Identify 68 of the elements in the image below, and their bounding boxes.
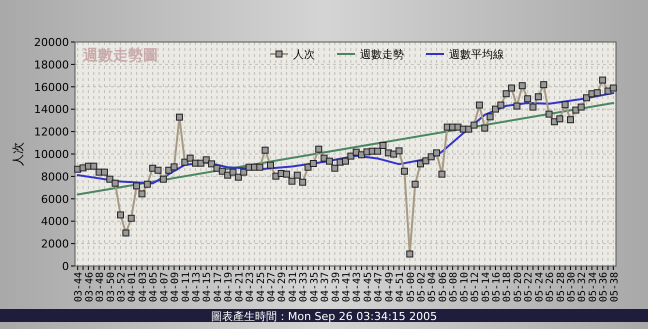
y-tick-label: 14000 [34, 103, 69, 116]
y-tick-label: 4000 [41, 215, 69, 228]
x-tick-label: 04-47 [374, 272, 385, 302]
x-tick-label: 04-23 [245, 272, 256, 302]
x-tick-label: 04-29 [277, 272, 288, 302]
chart-subtitle: 週數走勢圖 [82, 46, 158, 64]
x-tick-label: 04-03 [138, 272, 149, 302]
x-tick-label: 04-37 [320, 272, 332, 302]
x-tick-label: 04-27 [266, 272, 278, 302]
y-tick-label: 8000 [41, 170, 69, 184]
x-tick-label: 04-15 [202, 272, 214, 302]
y-tick-label: 6000 [41, 192, 69, 206]
x-tick-label: 05-16 [491, 272, 502, 302]
x-tick-label: 05-14 [480, 272, 492, 302]
x-tick-label: 05-20 [512, 272, 524, 302]
x-tick-label: 04-11 [180, 272, 192, 302]
y-tick-label: 2000 [41, 238, 69, 251]
x-tick-label: 04-39 [330, 272, 342, 302]
x-tick-label: 04-13 [192, 272, 203, 302]
y-tick-label: 18000 [34, 58, 69, 72]
x-tick-label: 04-43 [352, 272, 364, 302]
x-tick-label: 04-07 [159, 272, 170, 302]
x-tick-label: 04-21 [234, 272, 246, 302]
y-tick-label: 0 [62, 260, 69, 273]
x-tick-label: 03-48 [95, 272, 106, 302]
y-axis-title: 人次 [11, 142, 25, 166]
x-tick-label: 04-45 [362, 272, 374, 302]
x-tick-label: 05-08 [448, 272, 460, 302]
y-tick-label: 10000 [34, 148, 69, 161]
x-tick-label: 05-02 [416, 272, 428, 302]
x-tick-label: 05-22 [524, 272, 535, 302]
x-tick-label: 04-19 [224, 272, 235, 302]
x-tick-label: 03-52 [116, 272, 128, 302]
x-tick-label: 05-00 [406, 272, 417, 302]
legend-label: 週數平均線 [449, 48, 504, 61]
x-tick-label: 05-26 [545, 272, 556, 302]
legend-label: 週數走勢 [360, 48, 404, 61]
x-tick-label: 04-05 [148, 272, 160, 302]
x-tick-label: 03-50 [106, 272, 117, 302]
x-tick-label: 05-38 [609, 272, 620, 302]
x-tick-label: 05-18 [502, 272, 514, 302]
x-tick-label: 04-51 [395, 272, 406, 302]
x-tick-label: 04-31 [288, 272, 299, 302]
y-tick-label: 12000 [34, 126, 69, 139]
x-tick-label: 04-33 [298, 272, 310, 302]
x-tick-label: 05-06 [438, 272, 449, 302]
x-tick-label: 05-32 [577, 272, 588, 302]
y-tick-label: 16000 [34, 80, 69, 94]
x-tick-label: 05-34 [588, 272, 599, 302]
text: 圖表產生時間：Mon Sep 26 03:34:15 2005 [210, 310, 438, 323]
x-tick-label: 04-25 [256, 272, 267, 302]
x-tick-label: 05-24 [534, 272, 546, 302]
y-tick-label: 20000 [34, 36, 69, 49]
x-tick-label: 05-30 [566, 272, 578, 302]
x-tick-label: 05-04 [427, 272, 438, 302]
x-tick-label: 03-44 [74, 272, 85, 302]
x-tick-label: 05-28 [556, 272, 567, 302]
x-tick-label: 03-46 [84, 272, 96, 302]
x-tick-label: 04-41 [342, 272, 352, 302]
x-tick-label: 04-35 [309, 272, 320, 302]
x-tick-label: 04-49 [384, 272, 396, 302]
x-tick-label: 04-01 [127, 272, 138, 302]
legend-label: 人次 [293, 48, 315, 61]
x-tick-label: 05-36 [598, 272, 610, 302]
x-tick-label: 04-17 [212, 272, 224, 302]
x-tick-label: 04-09 [170, 272, 182, 302]
x-tick-label: 05-10 [459, 272, 470, 302]
x-tick-label: 05-12 [470, 272, 482, 302]
